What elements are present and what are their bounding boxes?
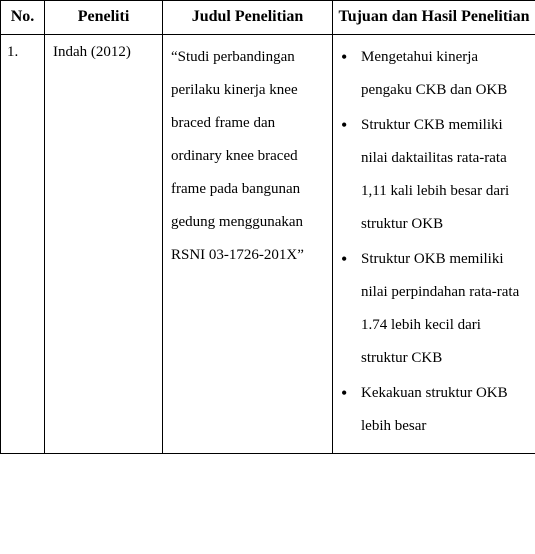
table-header-row: No. Peneliti Judul Penelitian Tujuan dan…: [1, 1, 535, 35]
cell-tujuan: Mengetahui kinerja pengaku CKB dan OKB S…: [333, 34, 535, 453]
col-header-peneliti: Peneliti: [45, 1, 163, 35]
col-header-tujuan: Tujuan dan Hasil Penelitian: [333, 1, 535, 35]
cell-peneliti: Indah (2012): [45, 34, 163, 453]
cell-no: 1.: [1, 34, 45, 453]
list-item: Struktur OKB memiliki nilai perpindahan …: [339, 243, 531, 375]
cell-judul: “Studi perbandingan perilaku kinerja kne…: [163, 34, 333, 453]
list-item: Kekakuan struktur OKB lebih besar: [339, 377, 531, 443]
col-header-judul: Judul Penelitian: [163, 1, 333, 35]
list-item: Mengetahui kinerja pengaku CKB dan OKB: [339, 41, 531, 107]
penelitian-table: No. Peneliti Judul Penelitian Tujuan dan…: [0, 0, 535, 454]
table-row: 1. Indah (2012) “Studi perbandingan peri…: [1, 34, 535, 453]
list-item: Struktur CKB memiliki nilai daktailitas …: [339, 109, 531, 241]
col-header-no: No.: [1, 1, 45, 35]
tujuan-list: Mengetahui kinerja pengaku CKB dan OKB S…: [339, 41, 531, 443]
